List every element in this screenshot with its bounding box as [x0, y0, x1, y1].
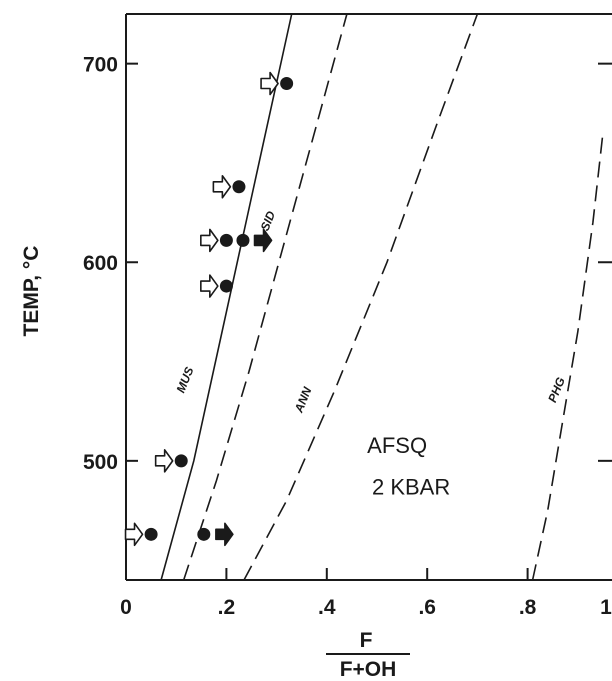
x-tick-label: .6 [418, 596, 436, 619]
arrows [124, 71, 279, 547]
data-point [232, 180, 246, 194]
x-axis-title-denominator: F+OH [340, 658, 397, 681]
open-arrow [154, 449, 174, 473]
y-tick-label: 500 [83, 451, 118, 474]
data-point [219, 279, 233, 293]
data-point [144, 527, 158, 541]
curve-label-ann: ANN [291, 385, 314, 416]
y-tick-label: 700 [83, 54, 118, 77]
y-tick-label: 600 [83, 252, 118, 275]
data-point [197, 527, 211, 541]
x-tick-label: 1 [600, 596, 612, 619]
annotation-line2: 2 KBAR [372, 475, 450, 500]
annotation-line1: AFSQ [367, 433, 427, 458]
data-point [174, 454, 188, 468]
open-arrow [200, 228, 219, 253]
curve-sid [182, 13, 348, 581]
x-tick-label: .8 [519, 596, 537, 619]
x-tick-label: .2 [218, 596, 236, 619]
curve-label-sid: SID [258, 209, 279, 233]
y-ticks: 500 600 700 [83, 54, 612, 474]
open-arrow [212, 174, 232, 199]
data-points [144, 77, 294, 541]
data-point [219, 233, 233, 247]
curve-phg [531, 133, 604, 581]
plot-frame [125, 13, 612, 581]
x-tick-label: 0 [120, 596, 132, 619]
y-axis-title: TEMP, °C [20, 246, 43, 337]
x-ticks: 0 .2 .4 .6 .8 1 [120, 568, 612, 619]
filled-arrow [215, 522, 234, 547]
filled-arrow [253, 228, 273, 253]
open-arrow [124, 522, 144, 547]
curve-mus [160, 13, 293, 581]
curve-ann [243, 13, 479, 581]
data-point [280, 77, 294, 91]
data-point [236, 233, 250, 247]
open-arrow [260, 71, 279, 96]
open-arrow [200, 274, 219, 298]
curve-label-mus: MUS [174, 365, 197, 395]
curve-label-phg: PHG [545, 375, 568, 404]
x-axis-title-numerator: F [360, 629, 373, 652]
x-tick-label: .4 [318, 596, 336, 619]
